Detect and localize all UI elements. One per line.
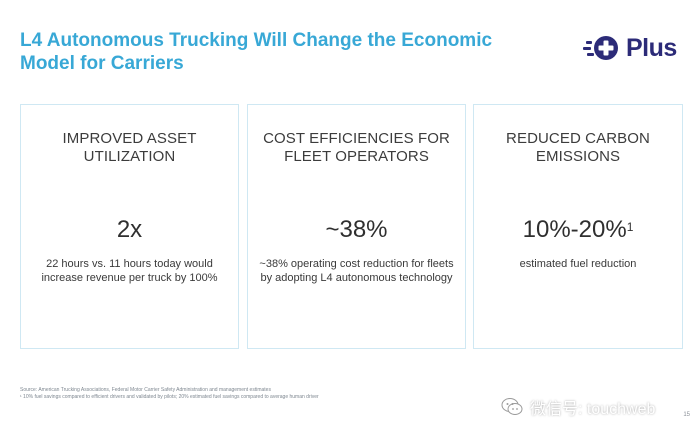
card-stat-value: 10%-20%: [522, 216, 627, 243]
carbon-emissions-card: REDUCED CARBON EMISSIONS 10%-20%1 estima…: [473, 104, 683, 349]
plus-logo: Plus: [583, 30, 693, 66]
footnote-marker: 1: [626, 220, 634, 234]
card-stat: 10%-20%1: [474, 217, 682, 243]
card-description: estimated fuel reduction: [519, 258, 637, 270]
card-heading: COST EFFICIENCIES FOR FLEET OPERATORS: [263, 130, 450, 165]
fuel-savings-note: ¹ 10% fuel savings compared to efficient…: [20, 394, 319, 400]
plus-logo-icon: [583, 36, 618, 60]
wechat-icon: [501, 398, 523, 415]
asset-utilization-card: IMPROVED ASSET UTILIZATION 2x 22 hours v…: [20, 104, 239, 349]
card-stat: 2x: [21, 217, 238, 243]
card-stat-value: 2x: [116, 216, 143, 243]
card-stat: ~38%: [248, 217, 465, 243]
card-description: ~38% operating cost reduction for fleets…: [259, 258, 454, 284]
metric-cards: IMPROVED ASSET UTILIZATION 2x 22 hours v…: [20, 104, 683, 352]
plus-logo-text: Plus: [626, 33, 677, 62]
slide-title: L4 Autonomous Trucking Will Change the E…: [20, 30, 493, 74]
card-heading: REDUCED CARBON EMISSIONS: [506, 130, 650, 165]
wechat-watermark: 微信号: touchweb: [501, 395, 655, 419]
footnotes: Source: American Trucking Associations, …: [20, 387, 350, 401]
card-heading: IMPROVED ASSET UTILIZATION: [62, 130, 197, 165]
cost-efficiencies-card: COST EFFICIENCIES FOR FLEET OPERATORS ~3…: [247, 104, 466, 349]
watermark-text: 微信号: touchweb: [530, 401, 656, 418]
card-description: 22 hours vs. 11 hours today would increa…: [41, 258, 218, 284]
page-number: 15: [683, 412, 690, 418]
card-stat-value: ~38%: [325, 216, 388, 243]
source-note: Source: American Trucking Associations, …: [20, 387, 271, 393]
